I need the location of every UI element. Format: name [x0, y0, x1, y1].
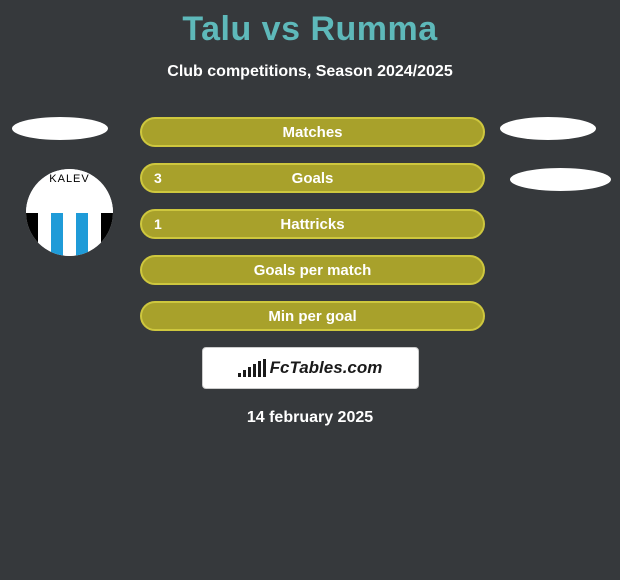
stat-label: Hattricks	[280, 216, 344, 233]
stat-row-min-per-goal: Min per goal	[140, 301, 485, 331]
stat-row-hattricks: 1 Hattricks	[140, 209, 485, 239]
stat-left-value: 3	[154, 170, 162, 186]
comparison-area: KALEV Matches 3 Goals 1	[0, 117, 620, 331]
stat-pills: Matches 3 Goals 1 Hattricks Goals per ma…	[140, 117, 485, 331]
stat-label: Goals	[292, 170, 334, 187]
club-left-logo: KALEV	[26, 169, 113, 256]
stat-row-matches: Matches	[140, 117, 485, 147]
fctables-label: FcTables.com	[270, 358, 383, 378]
fc-rest: Tables.com	[289, 358, 382, 377]
stat-label: Goals per match	[254, 262, 372, 279]
stat-row-goals: 3 Goals	[140, 163, 485, 193]
fc-prefix: Fc	[270, 358, 290, 377]
stat-label: Matches	[282, 124, 342, 141]
player-left-placeholder	[12, 117, 108, 140]
club-badge-text: KALEV	[49, 173, 89, 185]
player-right-placeholder	[500, 117, 596, 140]
date-label: 14 february 2025	[0, 409, 620, 427]
fctables-watermark: FcTables.com	[202, 347, 419, 389]
stat-label: Min per goal	[268, 308, 356, 325]
page-title: Talu vs Rumma	[0, 0, 620, 49]
club-right-placeholder	[510, 168, 611, 191]
subtitle: Club competitions, Season 2024/2025	[0, 63, 620, 81]
stat-left-value: 1	[154, 216, 162, 232]
bar-chart-icon	[238, 359, 266, 377]
stat-row-goals-per-match: Goals per match	[140, 255, 485, 285]
